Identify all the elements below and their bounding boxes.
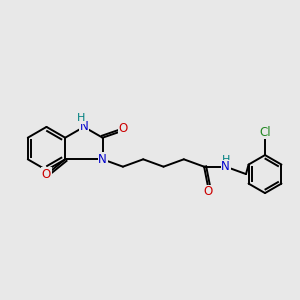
Text: O: O (42, 168, 51, 181)
Text: N: N (98, 153, 107, 166)
Text: Cl: Cl (259, 126, 271, 139)
Text: H: H (222, 155, 230, 165)
Text: N: N (80, 120, 88, 134)
Text: O: O (118, 122, 128, 135)
Text: N: N (221, 160, 230, 173)
Text: H: H (77, 113, 86, 124)
Text: O: O (203, 185, 212, 198)
